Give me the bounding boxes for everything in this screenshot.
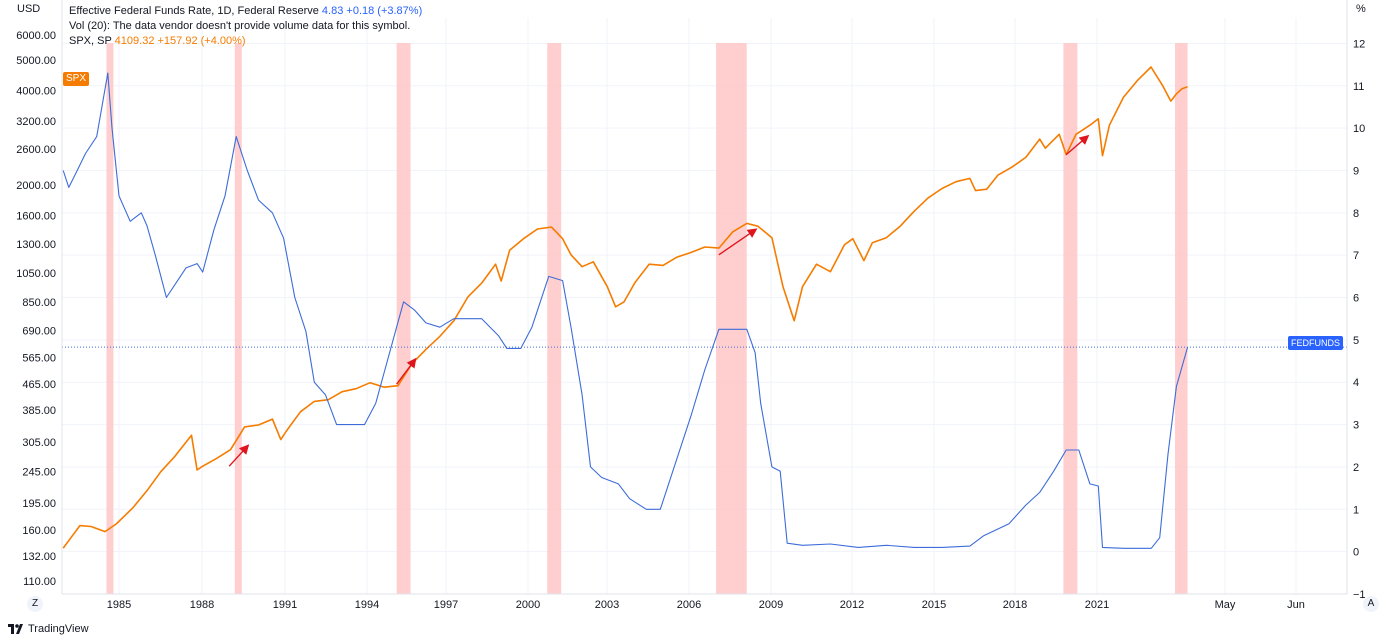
legend-spx[interactable]: SPX, SP 4109.32 +157.92 (+4.00%) <box>69 34 422 49</box>
right-axis-tick-label: −1 <box>1353 589 1366 601</box>
recession-band <box>234 43 242 594</box>
left-axis-tick-label: 690.00 <box>22 325 56 337</box>
x-axis-tick-label: 2018 <box>1003 599 1027 611</box>
right-axis-tick-label: 5 <box>1353 335 1359 347</box>
legend-spx-value: 4109.32 <box>114 35 155 47</box>
recession-band <box>547 43 562 594</box>
legend-volume-text: Vol (20): The data vendor doesn't provid… <box>69 20 411 32</box>
left-axis-tick-label: 195.00 <box>22 498 56 510</box>
left-scale-mode-button[interactable]: Z <box>27 596 43 612</box>
spx-series-badge[interactable]: SPX <box>63 72 90 86</box>
left-axis-tick-label: 1600.00 <box>16 211 56 223</box>
right-axis-tick-label: 8 <box>1353 208 1359 220</box>
legend-spx-change: +157.92 (+4.00%) <box>157 35 246 47</box>
left-axis-tick-label: 305.00 <box>22 437 56 449</box>
left-axis-tick-label: 2600.00 <box>16 144 56 156</box>
chart-legend: Effective Federal Funds Rate, 1D, Federa… <box>69 4 422 49</box>
left-axis-tick-label: 385.00 <box>22 405 56 417</box>
x-axis-tick-label: 2015 <box>922 599 946 611</box>
legend-fedfunds-change: +0.18 (+3.87%) <box>346 5 423 17</box>
x-axis-tick-label: 2006 <box>677 599 701 611</box>
right-axis-tick-label: 4 <box>1353 377 1359 389</box>
legend-spx-name: SPX, SP <box>69 35 112 47</box>
left-axis-tick-label: 3200.00 <box>16 116 56 128</box>
right-axis-tick-label: 1 <box>1353 504 1359 516</box>
annotation-arrow <box>228 444 250 467</box>
right-axis-unit: % <box>1356 3 1366 15</box>
right-axis-tick-label: 9 <box>1353 165 1359 177</box>
legend-fedfunds[interactable]: Effective Federal Funds Rate, 1D, Federa… <box>69 4 422 19</box>
legend-fedfunds-name: Effective Federal Funds Rate, 1D, Federa… <box>69 5 319 17</box>
x-axis-tick-label: 2021 <box>1085 599 1109 611</box>
x-axis-tick-label: 1994 <box>355 599 379 611</box>
left-axis-tick-label: 132.00 <box>22 551 56 563</box>
right-scale-mode-button[interactable]: A <box>1363 596 1379 612</box>
right-axis-tick-label: 10 <box>1353 123 1365 135</box>
fedfunds-price-badge[interactable]: FEDFUNDS <box>1288 336 1343 350</box>
legend-volume[interactable]: Vol (20): The data vendor doesn't provid… <box>69 19 422 34</box>
recession-band <box>396 43 411 594</box>
left-axis-tick-label: 565.00 <box>22 353 56 365</box>
right-axis-tick-label: 0 <box>1353 547 1359 559</box>
x-axis-tick-label: 1985 <box>107 599 131 611</box>
left-axis-tick-label: 5000.00 <box>16 55 56 67</box>
left-axis-tick-label: 465.00 <box>22 379 56 391</box>
left-axis-tick-label: 2000.00 <box>16 180 56 192</box>
left-axis-unit: USD <box>17 3 41 15</box>
x-axis-tick-label: 2000 <box>516 599 540 611</box>
left-axis-tick-label: 6000.00 <box>16 30 56 42</box>
x-axis-tick-label: May <box>1215 599 1236 611</box>
recession-band <box>716 43 747 594</box>
recession-band <box>106 43 114 594</box>
right-axis-tick-label: 12 <box>1353 38 1365 50</box>
left-axis-tick-label: 4000.00 <box>16 85 56 97</box>
annotation-arrow <box>1065 134 1090 156</box>
left-axis-tick-label: 1050.00 <box>16 268 56 280</box>
legend-fedfunds-value: 4.83 <box>321 5 344 17</box>
x-axis-tick-label: 1997 <box>434 599 458 611</box>
left-axis-tick-label: 850.00 <box>22 297 56 309</box>
tradingview-logo[interactable]: TradingView <box>8 623 89 635</box>
right-axis-tick-label: 6 <box>1353 293 1359 305</box>
annotation-arrow <box>718 228 758 256</box>
right-axis-tick-label: 7 <box>1353 250 1359 262</box>
tradingview-logo-icon <box>8 623 23 634</box>
left-axis-tick-label: 110.00 <box>23 576 56 588</box>
x-axis-tick-label: 1988 <box>190 599 214 611</box>
right-axis-tick-label: 3 <box>1353 420 1359 432</box>
x-axis-tick-label: 2009 <box>759 599 783 611</box>
series-line-fedfunds <box>62 72 1189 549</box>
series-line-spx <box>62 66 1188 549</box>
left-axis-tick-label: 245.00 <box>22 467 56 479</box>
x-axis-tick-label: 2003 <box>595 599 619 611</box>
recession-band <box>1175 43 1188 594</box>
right-axis-tick-label: 2 <box>1353 462 1359 474</box>
x-axis-tick-label: Jun <box>1287 599 1305 611</box>
tradingview-brand-text: TradingView <box>28 623 89 635</box>
left-axis-tick-label: 1300.00 <box>16 239 56 251</box>
recession-band <box>1063 43 1078 594</box>
x-axis-tick-label: 2012 <box>840 599 864 611</box>
annotation-arrow <box>396 357 417 385</box>
right-axis-tick-label: 11 <box>1353 81 1364 93</box>
left-axis-tick-label: 160.00 <box>22 525 56 537</box>
x-axis-tick-label: 1991 <box>273 599 297 611</box>
